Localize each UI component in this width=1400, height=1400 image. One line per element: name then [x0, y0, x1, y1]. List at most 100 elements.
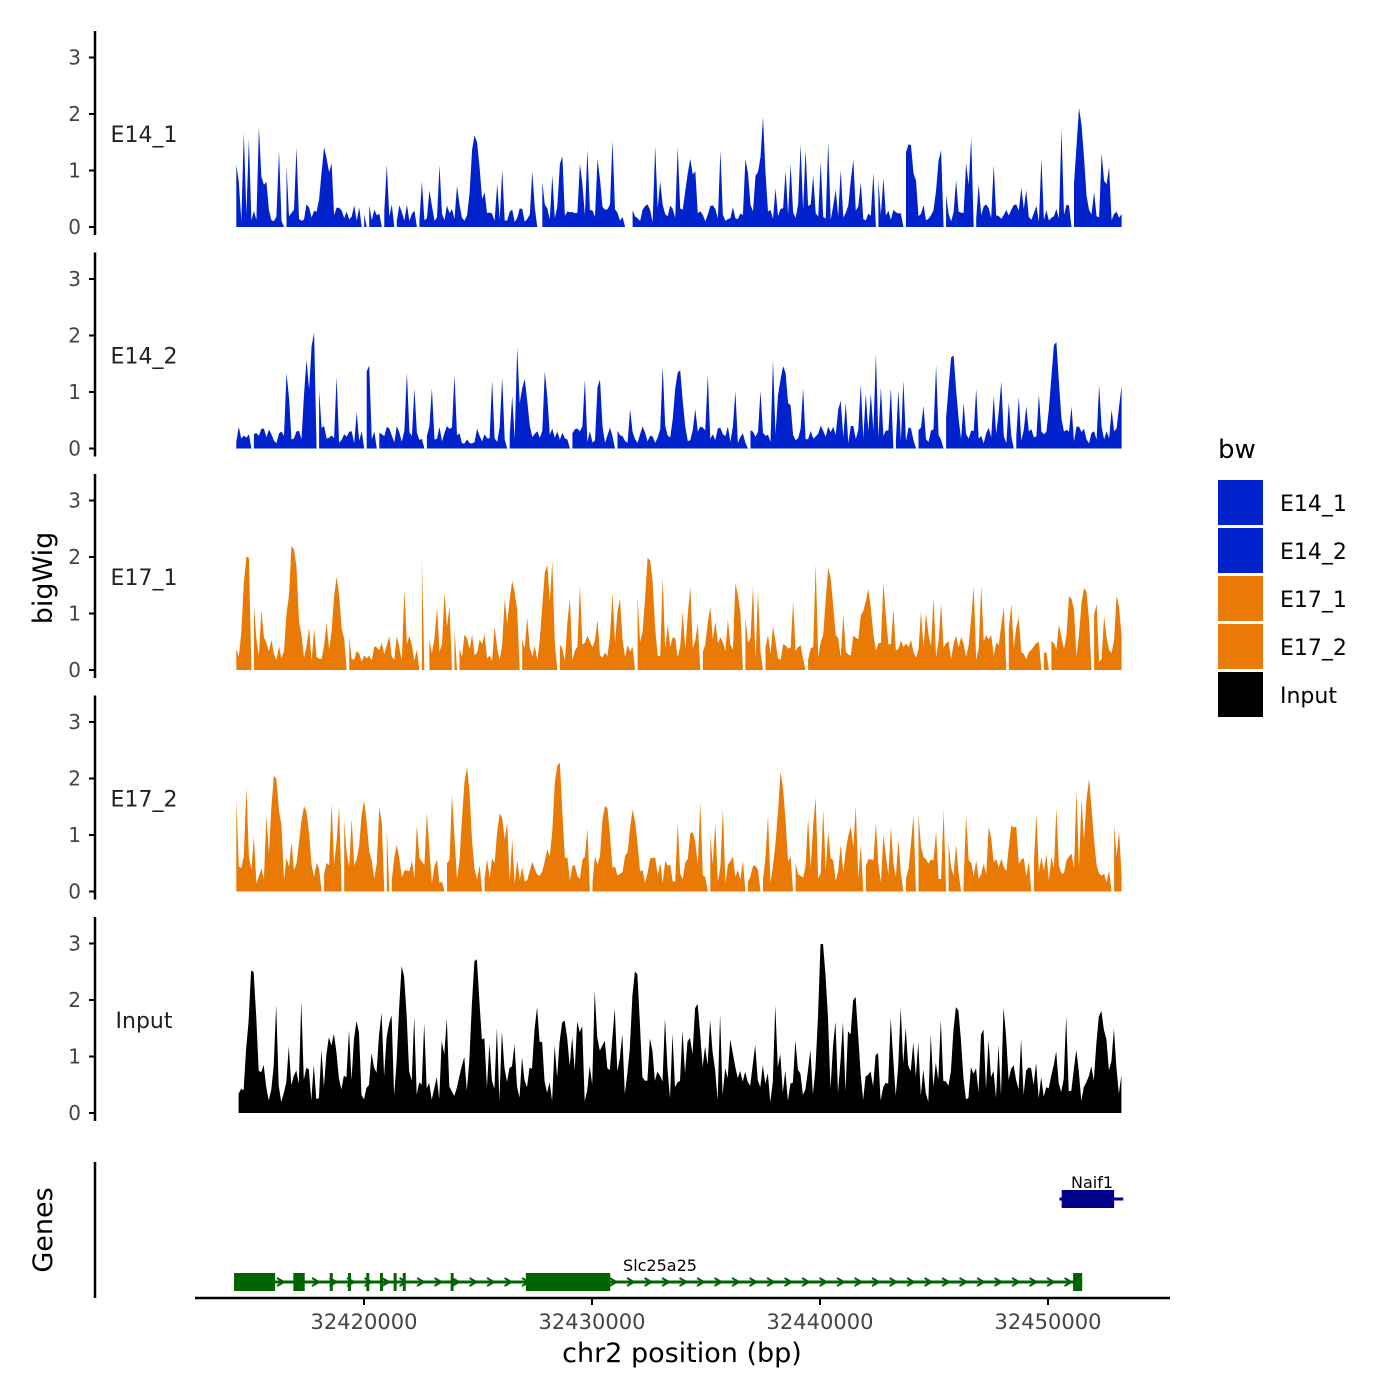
gene-label: Slc25a25	[623, 1256, 697, 1275]
track-label: Input	[116, 1009, 173, 1034]
gene-label: Naif1	[1071, 1173, 1113, 1192]
strand-arrow	[679, 1277, 689, 1287]
legend-item-Input: Input	[1218, 672, 1337, 717]
strand-arrow	[1046, 1277, 1057, 1287]
y-tick-label: 2	[68, 767, 81, 791]
strand-arrow	[1029, 1277, 1039, 1287]
track-Input: 0 1 2 3 Input	[68, 917, 1122, 1125]
track-E17_1: 0 1 2 3 E17_1	[68, 474, 1122, 682]
gene-exon	[1073, 1273, 1083, 1291]
strand-arrow	[714, 1277, 724, 1287]
legend-label: E14_2	[1280, 540, 1347, 565]
gene-exon	[450, 1273, 454, 1291]
y-tick-label: 0	[68, 658, 81, 682]
gene-exon	[402, 1273, 406, 1291]
y-tick-label: 1	[68, 380, 81, 404]
strand-arrow	[276, 1277, 287, 1287]
strand-arrow	[1011, 1277, 1022, 1287]
legend: bw E14_1 E14_2 E17_1 E17_2 Input	[1218, 435, 1347, 717]
legend-title: bw	[1218, 435, 1256, 465]
gene-exon	[379, 1273, 383, 1291]
y-tick-label: 1	[68, 823, 81, 847]
strand-arrow	[801, 1277, 812, 1287]
x-tick-label: 32430000	[539, 1310, 646, 1334]
legend-swatch	[1218, 528, 1263, 573]
x-axis-title: chr2 position (bp)	[562, 1338, 802, 1369]
strand-arrow	[889, 1277, 899, 1287]
legend-item-E17_2: E17_2	[1218, 624, 1347, 669]
legend-label: E17_2	[1280, 636, 1347, 661]
legend-item-E17_1: E17_1	[1218, 576, 1347, 621]
strand-arrow	[469, 1277, 479, 1287]
gene-exon	[366, 1273, 370, 1291]
gene-track: Naif1 Slc25a25	[93, 1162, 1124, 1298]
y-tick-label: 0	[68, 437, 81, 461]
track-label: E14_1	[111, 123, 178, 148]
strand-arrow	[906, 1277, 917, 1287]
y-tick-label: 2	[68, 324, 81, 348]
y-tick-label: 3	[68, 710, 81, 734]
gene-exon	[293, 1273, 305, 1291]
y-tick-label: 0	[68, 880, 81, 904]
strand-arrow	[959, 1277, 969, 1287]
strand-arrow	[399, 1277, 409, 1287]
y-tick-label: 3	[68, 267, 81, 291]
y-tick-label: 1	[68, 602, 81, 626]
y-tick-label: 1	[68, 1045, 81, 1069]
strand-arrow	[871, 1277, 882, 1287]
x-tick-label: 32450000	[995, 1310, 1102, 1334]
y-axis-title: bigWig	[28, 532, 59, 625]
strand-arrow	[1064, 1277, 1074, 1287]
gene-exon	[348, 1273, 352, 1291]
track-E14_2: 0 1 2 3 E14_2	[68, 252, 1122, 461]
y-tick-label: 3	[68, 489, 81, 513]
legend-item-E14_1: E14_1	[1218, 480, 1347, 525]
y-tick-label: 3	[68, 46, 81, 70]
gene-exon	[393, 1273, 397, 1291]
legend-swatch	[1218, 672, 1263, 717]
signal-tracks: 0 1 2 3 E14_1 0 1 2 3 E14_2 0 1 2 3 E17_1 0 1 2 3 E17_2 0 1 2 3…	[68, 31, 1122, 1125]
gene-Naif1: Naif1	[1059, 1173, 1124, 1208]
legend-item-E14_2: E14_2	[1218, 528, 1347, 573]
strand-arrow	[924, 1277, 934, 1287]
strand-arrow	[486, 1277, 497, 1287]
track-E14_1: 0 1 2 3 E14_1	[68, 31, 1122, 239]
strand-arrow	[836, 1277, 847, 1287]
gene-exon	[1061, 1190, 1115, 1208]
strand-arrow	[504, 1277, 514, 1287]
strand-arrow	[731, 1277, 742, 1287]
track-label: E17_2	[111, 788, 178, 813]
strand-arrow	[644, 1277, 654, 1287]
strand-arrow	[784, 1277, 794, 1287]
y-tick-label: 2	[68, 102, 81, 126]
coverage-area-Input	[238, 943, 1122, 1113]
strand-arrow	[311, 1277, 322, 1287]
coverage-area-E17_2	[236, 762, 1122, 892]
strand-arrow	[749, 1277, 759, 1287]
track-label: E14_2	[111, 345, 178, 370]
y-tick-label: 3	[68, 932, 81, 956]
track-E17_2: 0 1 2 3 E17_2	[68, 695, 1122, 904]
legend-swatch	[1218, 624, 1263, 669]
y-tick-label: 2	[68, 545, 81, 569]
coverage-area-E14_2	[236, 332, 1122, 449]
strand-arrow	[976, 1277, 987, 1287]
strand-arrow	[434, 1277, 444, 1287]
strand-arrow	[941, 1277, 952, 1287]
strand-arrow	[416, 1277, 427, 1287]
coverage-area-E17_1	[236, 545, 1122, 670]
strand-arrow	[609, 1277, 619, 1287]
x-tick-label: 32420000	[311, 1310, 418, 1334]
strand-arrow	[661, 1277, 672, 1287]
legend-label: Input	[1280, 684, 1337, 709]
gene-exon	[329, 1273, 333, 1291]
gene-Slc25a25: Slc25a25	[234, 1256, 1083, 1291]
track-label: E17_1	[111, 566, 178, 591]
strand-arrow	[854, 1277, 864, 1287]
x-tick-label: 32440000	[767, 1310, 874, 1334]
gene-exon	[234, 1273, 276, 1291]
x-axis: 32420000 32430000 32440000 32450000	[195, 1296, 1170, 1334]
y-tick-label: 0	[68, 1101, 81, 1125]
gene-exon	[525, 1273, 611, 1291]
